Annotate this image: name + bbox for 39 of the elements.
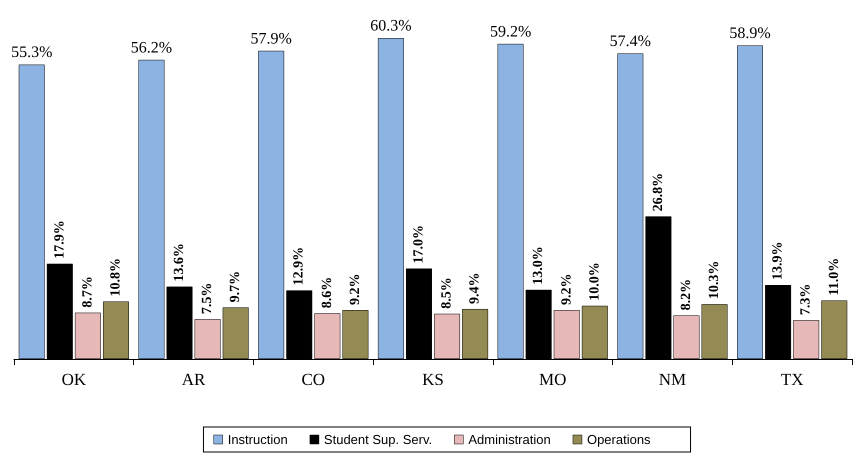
data-label: 17.0% (411, 225, 426, 264)
data-label: 58.9% (729, 24, 771, 42)
data-label: 8.5% (440, 277, 455, 309)
data-label: 8.6% (320, 276, 335, 308)
data-label: 17.9% (52, 220, 68, 259)
data-label: 10.0% (587, 262, 602, 301)
x-tick-label: AR (182, 370, 206, 389)
x-tick-label: NM (658, 370, 686, 389)
x-tick-label: OK (62, 370, 87, 389)
data-label: 9.4% (468, 272, 483, 304)
x-tick-label: CO (301, 370, 326, 389)
data-label: 10.3% (707, 260, 722, 300)
legend-label: Operations (586, 432, 652, 447)
legend-label: Instruction (228, 432, 288, 447)
x-tick-label: TX (780, 370, 804, 389)
legend-label: Administration (468, 432, 551, 447)
data-label: 57.9% (250, 30, 292, 48)
data-label: 57.4% (610, 32, 651, 50)
data-label: 9.7% (228, 270, 244, 302)
data-label: 26.8% (650, 172, 666, 212)
data-label: 56.2% (130, 39, 172, 56)
data-label: 9.2% (559, 274, 574, 306)
legend-label: Student Sup. Serv. (324, 432, 432, 447)
data-label: 60.3% (370, 18, 412, 34)
data-label: 55.3% (11, 44, 52, 62)
data-label: 11.0% (826, 258, 842, 296)
data-label: 8.2% (678, 278, 694, 310)
x-tick-label: MO (539, 370, 566, 389)
data-label: 8.7% (80, 276, 96, 308)
data-label: 59.2% (490, 23, 532, 40)
data-label: 7.5% (200, 282, 216, 314)
data-label: 12.9% (292, 246, 307, 286)
data-label: 10.8% (108, 258, 124, 297)
data-label: 9.2% (348, 274, 363, 306)
data-label: 13.6% (172, 243, 188, 282)
x-tick-label: KS (422, 370, 444, 389)
data-label: 13.9% (770, 242, 786, 280)
data-label: 13.0% (531, 246, 546, 285)
data-label: 7.3% (798, 284, 814, 316)
